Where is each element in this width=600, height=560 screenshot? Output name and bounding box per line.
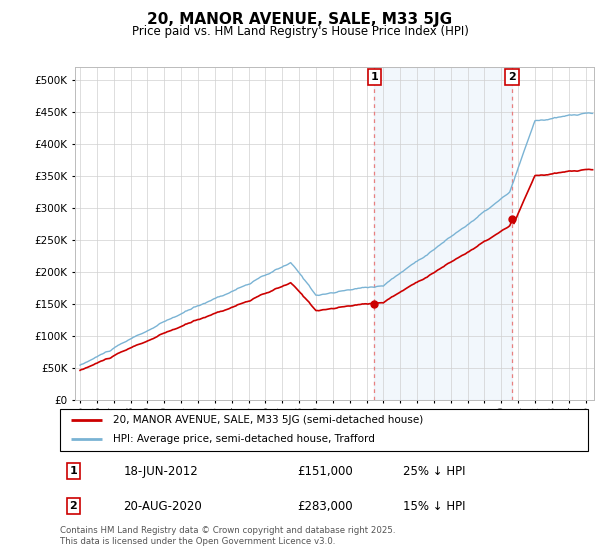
Text: 1: 1 xyxy=(370,72,378,82)
Text: 15% ↓ HPI: 15% ↓ HPI xyxy=(403,500,466,512)
Bar xyxy=(374,67,512,400)
Text: HPI: Average price, semi-detached house, Trafford: HPI: Average price, semi-detached house,… xyxy=(113,435,374,445)
Text: Contains HM Land Registry data © Crown copyright and database right 2025.
This d: Contains HM Land Registry data © Crown c… xyxy=(60,526,395,546)
Text: 20, MANOR AVENUE, SALE, M33 5JG (semi-detached house): 20, MANOR AVENUE, SALE, M33 5JG (semi-de… xyxy=(113,415,423,425)
Text: 25% ↓ HPI: 25% ↓ HPI xyxy=(403,465,466,478)
Text: £151,000: £151,000 xyxy=(298,465,353,478)
Text: 1: 1 xyxy=(70,466,77,476)
Text: 2: 2 xyxy=(70,501,77,511)
Text: 18-JUN-2012: 18-JUN-2012 xyxy=(124,465,198,478)
Text: £283,000: £283,000 xyxy=(298,500,353,512)
Text: 2: 2 xyxy=(508,72,516,82)
Text: 20, MANOR AVENUE, SALE, M33 5JG: 20, MANOR AVENUE, SALE, M33 5JG xyxy=(148,12,452,27)
Text: Price paid vs. HM Land Registry's House Price Index (HPI): Price paid vs. HM Land Registry's House … xyxy=(131,25,469,38)
Text: 20-AUG-2020: 20-AUG-2020 xyxy=(124,500,202,512)
